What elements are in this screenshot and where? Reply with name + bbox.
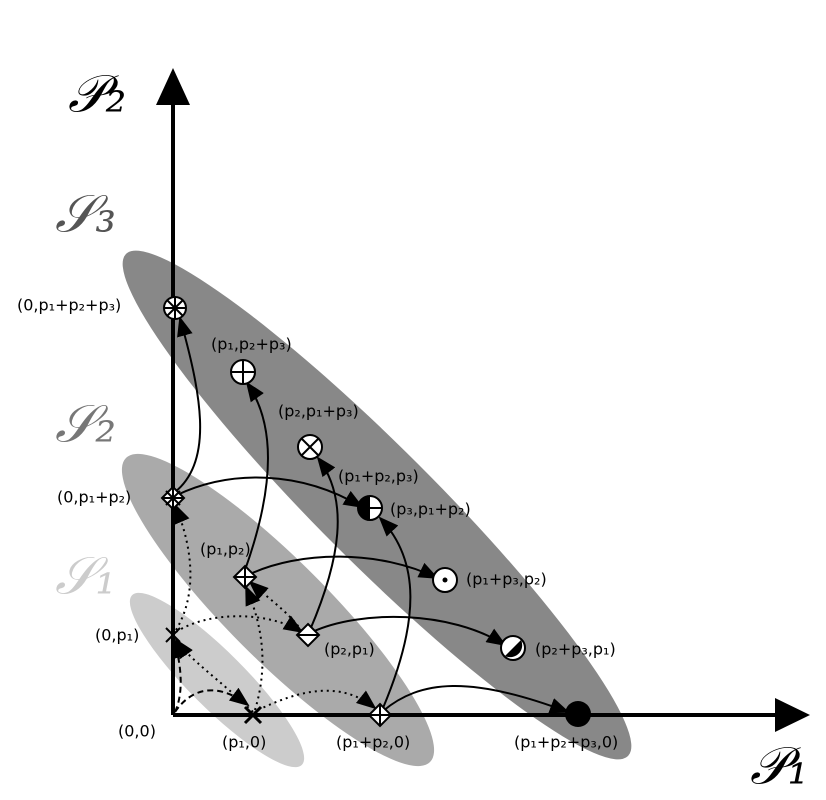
node-label: (p₂,p₁+p₃) [278, 402, 359, 421]
symbols [160, 296, 591, 728]
node-label: (p₁+p₂+p₃,0) [514, 733, 618, 752]
arrows [171, 316, 570, 714]
node-label: (p₁+p₂,0) [336, 733, 410, 752]
axes [156, 68, 810, 732]
node-label: (p₁+p₃,p₂) [466, 570, 547, 589]
node-label: (p₃,p₁+p₂) [390, 500, 471, 519]
node-label: (0,p₁) [95, 626, 139, 645]
node-label: (0,p₁+p₂+p₃) [17, 296, 121, 315]
set-label: 𝒮₁ [55, 547, 116, 607]
node-label: (p₂,p₁) [324, 640, 375, 659]
node-label: (p₁,p₂+p₃) [211, 335, 292, 354]
axis-label: 𝒫₁ [750, 737, 808, 797]
node-label: (p₂+p₃,p₁) [535, 640, 616, 659]
set-label: 𝒮₃ [55, 185, 116, 245]
node-label: (0,p₁+p₂) [57, 488, 131, 507]
node-label: (p₁+p₂,p₃) [338, 467, 419, 486]
node-label: (0,0) [118, 722, 156, 741]
axis-label: 𝒫₂ [68, 65, 126, 125]
set-s2 [121, 453, 435, 767]
set-label: 𝒮₂ [55, 395, 116, 455]
node-label: (p₁,0) [222, 733, 266, 752]
node-label: (p₁,p₂) [200, 540, 251, 559]
texts: 𝒫₂ 𝒫₁ 𝒮₁ 𝒮₂ 𝒮₃ (0,0) (p₁,0) (0,p₁) (p₁+p… [17, 65, 808, 797]
